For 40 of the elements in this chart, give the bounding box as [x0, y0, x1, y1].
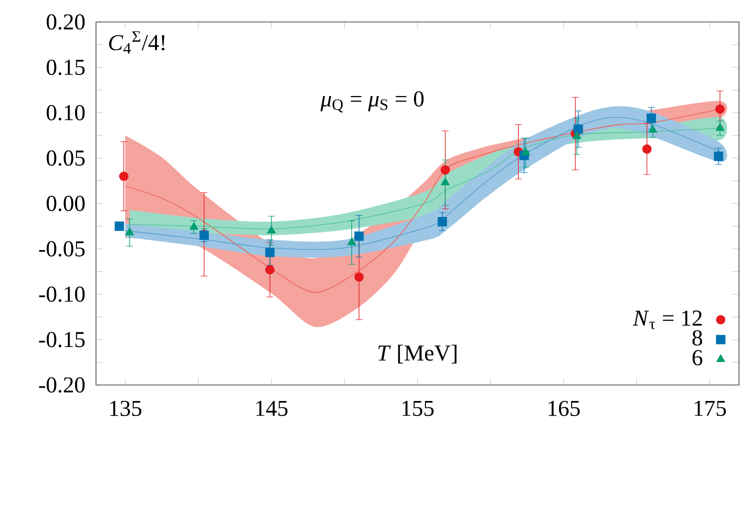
point	[265, 248, 275, 258]
annotation: μ$_{Q}$ = μ$_{S}$ = 0	[320, 91, 424, 112]
point	[440, 165, 450, 175]
point	[646, 114, 656, 123]
point	[715, 104, 725, 114]
x-tick-label: 135	[110, 400, 142, 416]
point	[714, 152, 724, 161]
x-tick-label: 145	[256, 400, 288, 416]
y-tick-label: -0.05	[39, 241, 85, 257]
y-tick-label: -0.15	[39, 332, 85, 348]
legend-label: 8	[692, 330, 702, 346]
point	[521, 148, 530, 156]
x-axis-title: T [MeV]	[378, 344, 456, 364]
legend-label: 6	[692, 350, 702, 366]
point	[189, 222, 198, 230]
x-tick-label: 165	[548, 400, 580, 416]
chart-title: C$_{4}$$^{Σ}$/4!	[109, 31, 164, 54]
point	[114, 222, 124, 231]
y-tick-label: 0.10	[46, 105, 85, 120]
y-tick-label: -0.20	[39, 377, 85, 393]
point	[642, 144, 652, 154]
point	[440, 178, 450, 186]
point	[354, 272, 364, 282]
y-tick-label: 0.15	[46, 60, 85, 76]
y-tick-label: 0.20	[46, 14, 85, 30]
point	[354, 232, 364, 241]
point	[347, 237, 356, 246]
legend-label: N$_{τ}$ = 12	[632, 310, 702, 330]
point	[265, 265, 275, 274]
x-tick-label: 155	[402, 400, 434, 416]
x-tick-label: 175	[694, 400, 726, 416]
point	[119, 172, 128, 181]
point	[438, 216, 448, 226]
point	[266, 226, 276, 234]
y-tick-label: 0.05	[46, 150, 85, 166]
point	[648, 124, 658, 133]
point	[125, 227, 134, 236]
y-tick-label: -0.10	[39, 286, 85, 302]
y-tick-label: 0.00	[46, 196, 85, 212]
point	[716, 123, 724, 131]
